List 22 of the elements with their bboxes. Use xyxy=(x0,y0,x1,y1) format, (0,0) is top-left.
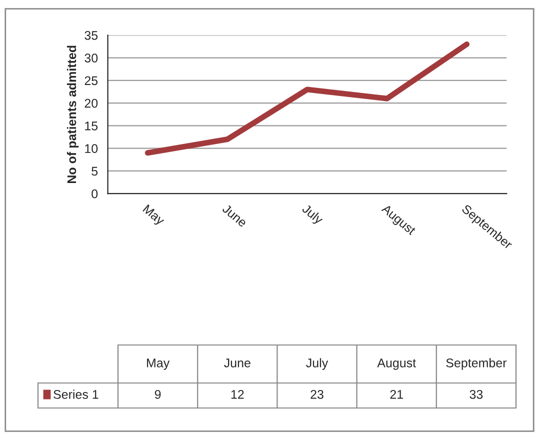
y-tick-label: 15 xyxy=(85,122,98,130)
y-tick-label: 5 xyxy=(92,166,98,176)
x-tick-label: July xyxy=(300,203,324,227)
y-tick-label: 0 xyxy=(92,189,98,198)
data-label: 12 xyxy=(231,390,244,399)
category-label: September xyxy=(446,358,507,370)
y-tick-label: 25 xyxy=(84,76,98,86)
y-axis-title: No of patients admitted xyxy=(66,46,79,184)
data-label: 33 xyxy=(470,390,483,399)
x-tick-label: May xyxy=(140,204,166,228)
y-tick-label: 35 xyxy=(84,31,98,40)
legend-label: Series 1 xyxy=(54,390,98,399)
data-label: 23 xyxy=(310,390,324,399)
y-tick-label: 30 xyxy=(84,54,98,62)
category-label: May xyxy=(147,358,170,370)
y-tick-label: 20 xyxy=(84,98,98,108)
y-tick-label: 10 xyxy=(85,144,98,153)
category-label: August xyxy=(377,358,416,370)
category-label: July xyxy=(306,358,328,370)
data-label: 9 xyxy=(154,390,161,399)
data-label: 21 xyxy=(390,390,403,399)
category-label: June xyxy=(224,358,250,368)
